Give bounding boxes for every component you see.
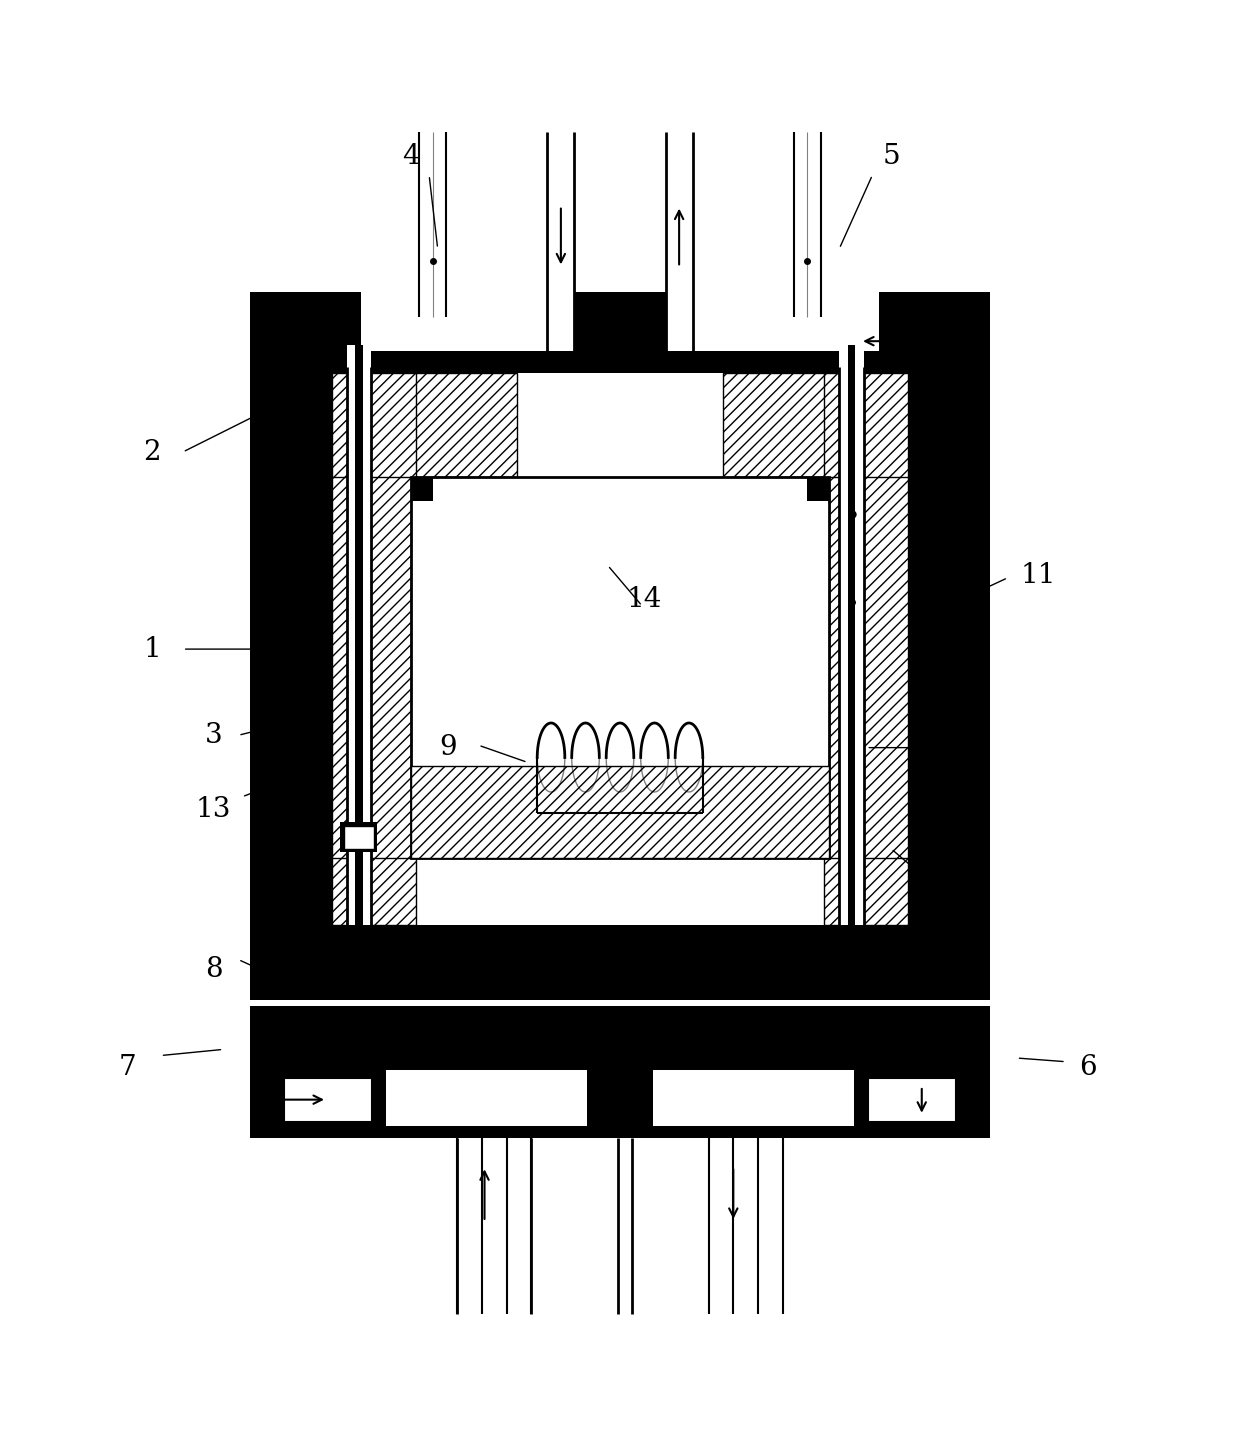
Bar	[410, 477, 433, 502]
Text: 3: 3	[205, 722, 222, 749]
Bar	[458, 1138, 531, 1314]
Bar	[839, 346, 864, 925]
Bar	[332, 477, 410, 859]
Bar	[709, 1138, 782, 1314]
Text: 13: 13	[196, 795, 231, 823]
Bar	[310, 351, 930, 947]
Text: 14: 14	[627, 586, 662, 613]
Bar	[410, 477, 830, 859]
Bar	[250, 292, 990, 1006]
Bar	[346, 346, 371, 925]
Bar	[250, 1058, 386, 1138]
Bar	[250, 1001, 990, 1006]
Bar	[355, 346, 362, 925]
Text: 1: 1	[143, 636, 161, 662]
Text: 11: 11	[1021, 561, 1056, 589]
Bar	[688, 292, 879, 351]
Bar	[723, 373, 908, 477]
Bar	[410, 766, 830, 859]
Bar	[332, 373, 415, 925]
Bar	[848, 346, 856, 925]
Text: 9: 9	[439, 735, 456, 761]
Text: 7: 7	[119, 1054, 136, 1082]
Bar	[386, 1058, 854, 1138]
Text: 4: 4	[402, 143, 419, 171]
Bar	[547, 132, 574, 351]
Text: 10: 10	[935, 735, 970, 761]
Bar	[825, 373, 908, 925]
Bar	[666, 132, 693, 351]
Bar	[652, 1070, 854, 1126]
Bar	[424, 132, 441, 317]
Bar	[419, 132, 446, 317]
Bar	[799, 132, 816, 317]
Bar	[807, 477, 830, 502]
Bar	[830, 477, 908, 859]
Text: 2: 2	[143, 438, 161, 466]
Bar	[341, 821, 377, 852]
Text: 12: 12	[947, 882, 982, 910]
Bar	[794, 132, 821, 317]
Bar	[332, 373, 908, 925]
Bar	[310, 351, 930, 947]
Bar	[284, 1079, 372, 1122]
Bar	[250, 292, 990, 351]
Bar	[345, 827, 373, 849]
Text: 6: 6	[1079, 1054, 1097, 1082]
Bar	[332, 373, 517, 477]
Bar	[250, 1006, 990, 1058]
Text: 8: 8	[205, 956, 222, 983]
Bar	[854, 1058, 990, 1138]
Text: 5: 5	[882, 143, 900, 171]
Bar	[386, 1070, 588, 1126]
Bar	[868, 1079, 956, 1122]
Bar	[361, 292, 552, 351]
